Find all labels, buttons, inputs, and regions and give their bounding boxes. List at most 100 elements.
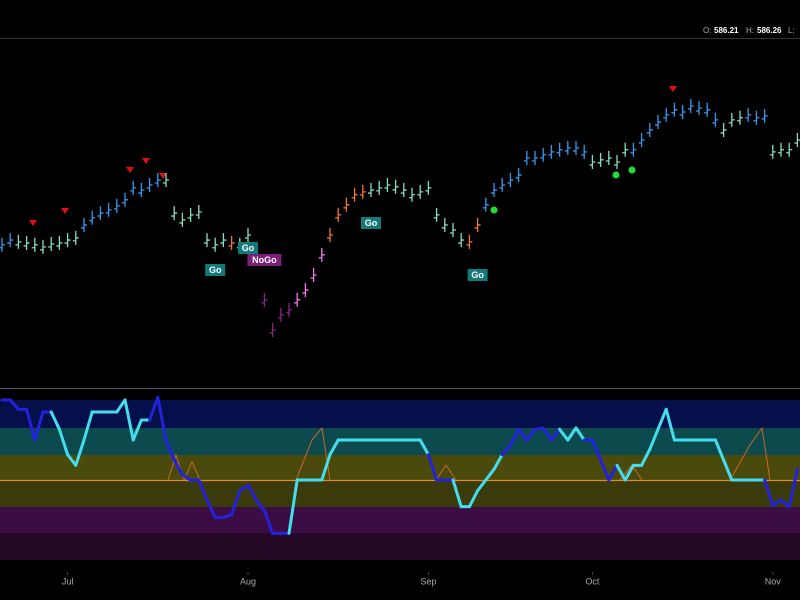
price-bar	[376, 180, 383, 195]
oscillator-segment	[763, 478, 775, 507]
oscillator-segment	[66, 453, 78, 467]
open-label: O:	[703, 26, 711, 35]
spike	[729, 426, 771, 481]
price-bar	[450, 222, 456, 237]
price-bar	[277, 307, 284, 322]
price-bar	[40, 239, 46, 254]
price-bar	[540, 147, 547, 162]
price-bar	[0, 237, 5, 252]
price-bar	[220, 233, 227, 248]
oscillator-segment	[33, 410, 45, 442]
price-bar	[704, 102, 711, 117]
price-bar	[712, 112, 719, 127]
price-bar	[146, 178, 153, 193]
price-bar	[679, 104, 686, 119]
signal-box	[205, 264, 226, 276]
band	[0, 400, 800, 428]
oscillator-segment	[254, 498, 266, 513]
price-bar	[384, 178, 391, 193]
x-tick-label: Nov	[765, 576, 782, 586]
oscillator-segment	[418, 438, 430, 457]
down-arrow	[126, 167, 134, 173]
oscillator-segment	[156, 395, 168, 442]
oscillator-segment	[787, 467, 799, 509]
price-bar	[466, 234, 473, 249]
price-bar	[441, 217, 448, 232]
oscillator-segment	[549, 427, 562, 442]
price-bar	[614, 154, 620, 169]
price-bar	[507, 172, 514, 187]
oscillator-segment	[648, 427, 660, 451]
oscillator-segment	[180, 473, 193, 482]
price-bar	[400, 183, 407, 198]
price-bar	[154, 172, 161, 187]
oscillator-segment	[508, 427, 521, 447]
oscillator-segment	[599, 458, 611, 482]
oscillator-segment	[262, 509, 275, 535]
price-bar	[499, 178, 506, 193]
price-bar	[48, 237, 55, 252]
x-tick-label: Oct	[585, 576, 600, 586]
price-bar	[655, 115, 661, 130]
oscillator-segment	[328, 438, 340, 457]
signals	[29, 86, 677, 226]
oscillator-segment	[197, 478, 209, 502]
price-bar	[515, 167, 522, 182]
price-bar	[204, 233, 210, 248]
price-bar	[605, 151, 612, 166]
oscillator-segment	[476, 478, 488, 493]
down-arrow	[159, 173, 167, 179]
oscillator-segment	[451, 478, 463, 509]
price-bar	[212, 237, 219, 252]
price-bar	[622, 142, 629, 157]
signal-label: Go	[471, 270, 484, 280]
low-label: L:	[788, 26, 795, 35]
oscillator-segment	[722, 458, 734, 482]
price-bar	[573, 140, 579, 155]
oscillator-segment	[74, 438, 86, 467]
oscillator-segment	[574, 426, 586, 442]
price-bar	[327, 228, 333, 243]
price-bar	[581, 144, 588, 159]
oscillator-segment	[615, 463, 627, 482]
x-tick-label: Aug	[240, 576, 256, 586]
oscillator-segment	[467, 489, 480, 509]
price-bar	[163, 172, 169, 187]
price-bar	[728, 112, 735, 127]
price-bar	[335, 207, 342, 222]
price-bar	[433, 207, 440, 222]
price-bar	[294, 292, 301, 307]
price-bar	[696, 101, 702, 116]
price-bar	[310, 267, 317, 282]
oscillator-segment	[148, 395, 160, 422]
oscillator-segment	[590, 438, 603, 462]
band	[0, 507, 800, 533]
oscillator-segment	[525, 427, 537, 442]
price-bar	[368, 183, 374, 198]
down-arrow	[61, 208, 69, 214]
band	[0, 481, 800, 507]
price-bar	[597, 152, 604, 167]
price-bar	[286, 302, 292, 317]
price-bar	[72, 230, 79, 245]
price-bar	[425, 180, 432, 195]
price-bar	[630, 142, 637, 157]
price-bar	[564, 140, 571, 155]
down-arrow	[29, 220, 37, 226]
x-tick-label: Sep	[420, 576, 436, 586]
price-bar	[663, 107, 670, 122]
oscillator-segment	[123, 398, 135, 442]
price-bar	[343, 197, 350, 212]
go-dot	[490, 206, 498, 214]
signal-label: Go	[365, 218, 378, 228]
oscillator-segment	[656, 407, 668, 431]
price-bar	[261, 292, 268, 307]
oscillator-bands	[0, 400, 800, 560]
signal-box	[238, 242, 258, 254]
price-bar	[122, 192, 128, 207]
price-bar	[195, 205, 202, 219]
price-bar	[589, 154, 596, 169]
oscillator-segment	[287, 478, 299, 535]
spike	[295, 426, 331, 481]
price-bar	[81, 217, 87, 232]
